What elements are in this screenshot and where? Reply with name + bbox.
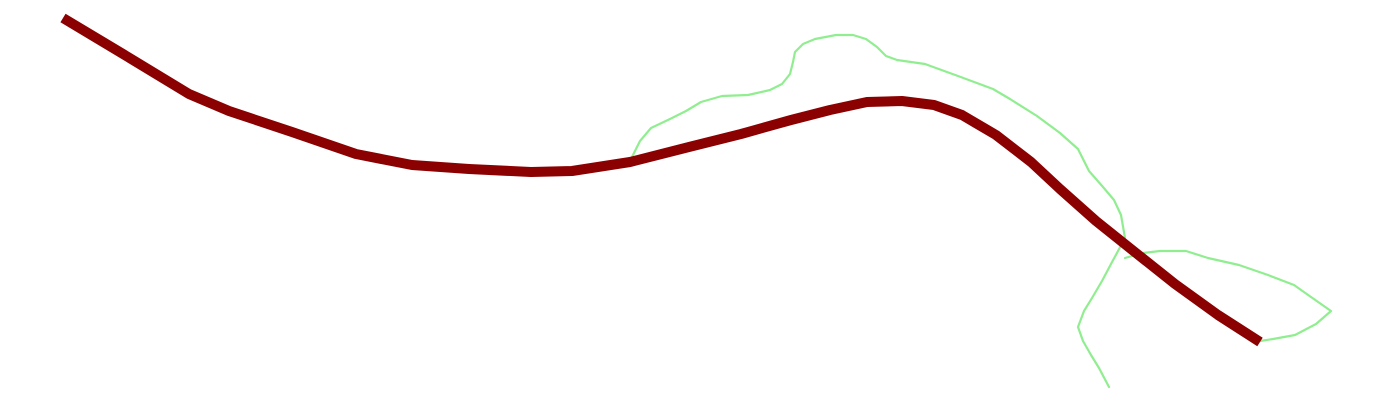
thick-red-route-line xyxy=(60,13,1263,347)
thin-green-path-line xyxy=(630,33,1127,389)
thin-green-path-loop xyxy=(1123,249,1333,343)
